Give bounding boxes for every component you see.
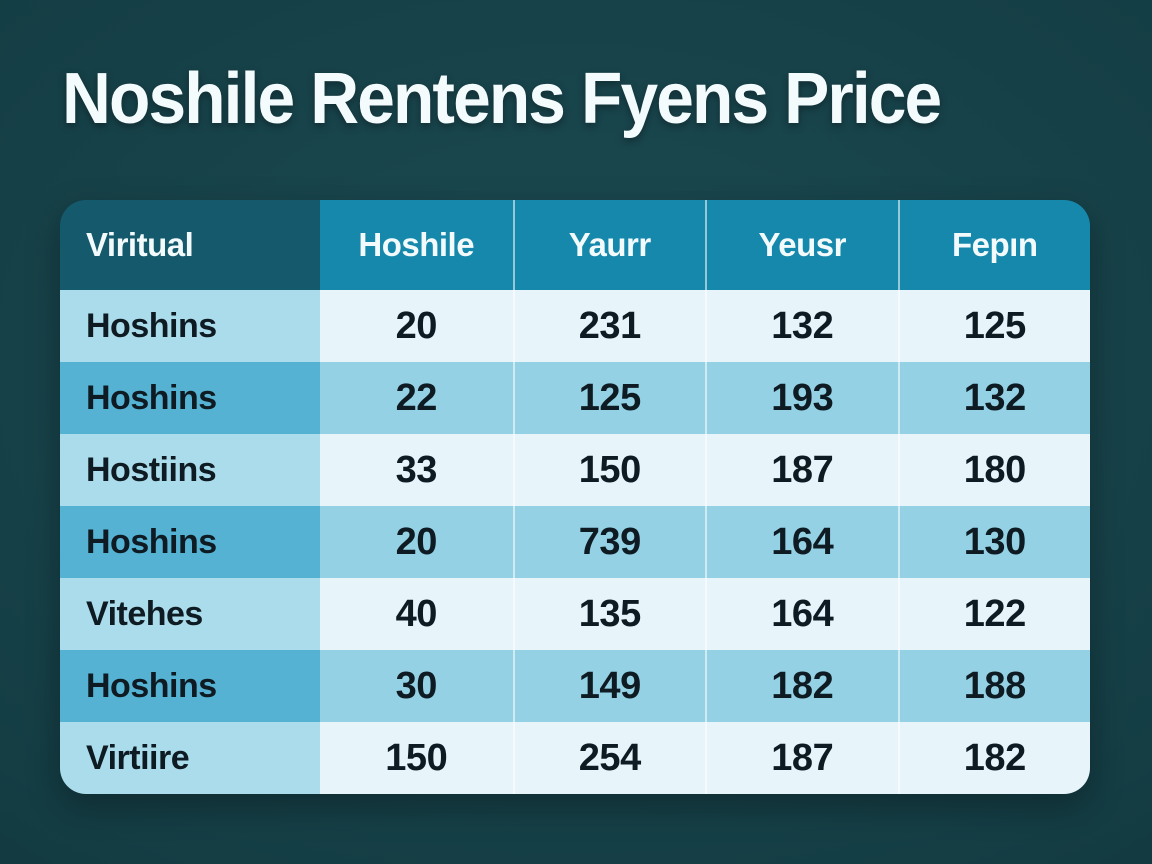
- table-row: Hoshins 22 125 193 132: [60, 362, 1090, 434]
- table-row: Virtiire 150 254 187 182: [60, 722, 1090, 794]
- table-row: Hostiins 33 150 187 180: [60, 434, 1090, 506]
- cell-value: 193: [705, 362, 898, 434]
- cell-value: 30: [320, 650, 513, 722]
- cell-value: 164: [705, 578, 898, 650]
- table-row: Hoshins 20 739 164 130: [60, 506, 1090, 578]
- row-label: Vitehes: [60, 578, 320, 650]
- table-body: Hoshins 20 231 132 125 Hoshins 22 125 193 132 Host…: [60, 290, 1090, 794]
- row-label: Virtiire: [60, 722, 320, 794]
- price-table: Viritual Hoshile Yaurr Yeusr Fepın Hoshins 20…: [60, 200, 1090, 794]
- cell-value: 182: [897, 722, 1090, 794]
- cell-value: 125: [512, 362, 705, 434]
- cell-value: 150: [320, 722, 513, 794]
- cell-value: 180: [897, 434, 1090, 506]
- cell-value: 187: [705, 722, 898, 794]
- column-header-yaurr: Yaurr: [512, 200, 705, 290]
- cell-value: 182: [705, 650, 898, 722]
- cell-value: 130: [897, 506, 1090, 578]
- cell-value: 149: [512, 650, 705, 722]
- cell-value: 188: [897, 650, 1090, 722]
- column-header-viritual: Viritual: [60, 200, 320, 290]
- cell-value: 22: [320, 362, 513, 434]
- cell-value: 40: [320, 578, 513, 650]
- page-title: Noshile Rentens Fyens Price: [62, 59, 942, 139]
- cell-value: 132: [897, 362, 1090, 434]
- column-header-fep-n: Fepın: [897, 200, 1090, 290]
- table-row: Vitehes 40 135 164 122: [60, 578, 1090, 650]
- table-row: Hoshins 30 149 182 188: [60, 650, 1090, 722]
- cell-value: 125: [897, 290, 1090, 362]
- row-label: Hoshins: [60, 650, 320, 722]
- cell-value: 254: [512, 722, 705, 794]
- row-label: Hostiins: [60, 434, 320, 506]
- cell-value: 187: [705, 434, 898, 506]
- cell-value: 135: [512, 578, 705, 650]
- cell-value: 20: [320, 506, 513, 578]
- cell-value: 122: [897, 578, 1090, 650]
- column-header-yeusr: Yeusr: [705, 200, 898, 290]
- cell-value: 150: [512, 434, 705, 506]
- row-label: Hoshins: [60, 506, 320, 578]
- row-label: Hoshins: [60, 362, 320, 434]
- row-label: Hoshins: [60, 290, 320, 362]
- cell-value: 20: [320, 290, 513, 362]
- table-row: Hoshins 20 231 132 125: [60, 290, 1090, 362]
- column-header-hoshile: Hoshile: [320, 200, 513, 290]
- cell-value: 33: [320, 434, 513, 506]
- table-header-row: Viritual Hoshile Yaurr Yeusr Fepın: [60, 200, 1090, 290]
- cell-value: 231: [512, 290, 705, 362]
- cell-value: 164: [705, 506, 898, 578]
- cell-value: 132: [705, 290, 898, 362]
- cell-value: 739: [512, 506, 705, 578]
